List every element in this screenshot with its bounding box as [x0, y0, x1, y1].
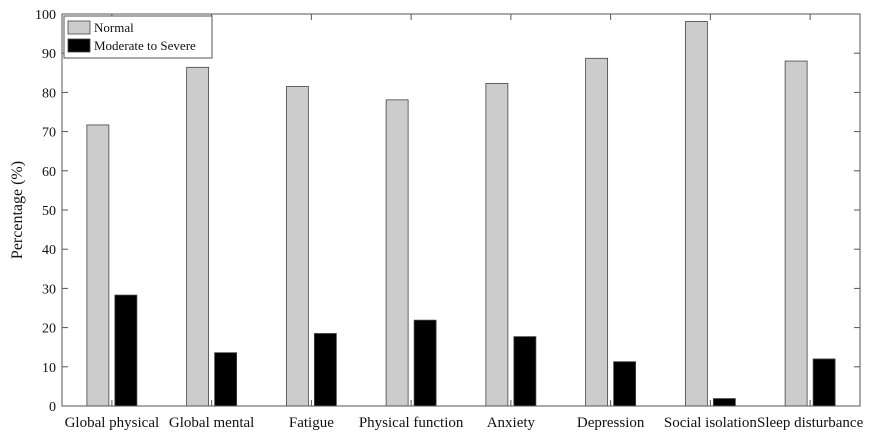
ticks-layer — [62, 13, 860, 407]
legend-swatch — [67, 20, 91, 35]
x-category-label: Social isolation — [664, 415, 757, 431]
x-category-label: Sleep disturbance — [757, 415, 864, 431]
y-tick-label: 70 — [42, 126, 56, 141]
bar-moderate-to-severe — [214, 352, 238, 407]
y-axis-title: Percentage (%) — [9, 161, 26, 259]
y-tick-label: 100 — [35, 8, 56, 23]
y-tick-label: 40 — [42, 243, 56, 258]
x-category-label: Global physical — [65, 415, 160, 431]
bar-moderate-to-severe — [712, 398, 736, 407]
labels-layer: 0 10 20 30 40 50 60 70 80 90 100 Global physical Glo… — [35, 8, 864, 431]
plot-frame — [61, 13, 861, 407]
bar-moderate-to-severe — [613, 361, 637, 407]
y-tick-label: 60 — [42, 165, 56, 180]
bar-normal — [784, 60, 808, 407]
x-category-label: Anxiety — [487, 415, 536, 431]
bar-moderate-to-severe — [313, 333, 337, 407]
bar-moderate-to-severe — [812, 358, 836, 407]
legend-label: Moderate to Severe — [94, 38, 196, 53]
x-category-label: Global mental — [169, 415, 254, 431]
y-tick-label: 90 — [42, 47, 56, 62]
bar-normal — [186, 66, 210, 407]
bar-moderate-to-severe — [114, 294, 138, 407]
bars-layer — [86, 21, 836, 407]
y-tick-label: 0 — [49, 400, 56, 415]
x-category-label: Fatigue — [289, 415, 334, 431]
bar-normal — [86, 124, 110, 407]
legend-swatch — [67, 38, 91, 53]
legend-label: Normal — [94, 20, 134, 35]
bar-normal — [585, 57, 609, 407]
y-tick-label: 30 — [42, 282, 56, 297]
bar-moderate-to-severe — [413, 319, 437, 407]
y-tick-label: 10 — [42, 361, 56, 376]
legend: Normal Moderate to Severe — [63, 15, 213, 59]
y-tick-label: 20 — [42, 322, 56, 337]
x-category-label: Physical function — [359, 415, 464, 431]
x-category-label: Depression — [577, 415, 645, 431]
y-tick-label: 80 — [42, 86, 56, 101]
bar-normal — [485, 82, 509, 407]
bar-moderate-to-severe — [513, 336, 537, 407]
bar-normal — [684, 21, 708, 407]
bar-normal — [285, 86, 309, 407]
legend-items: Normal Moderate to Severe — [67, 20, 196, 53]
y-tick-label: 50 — [42, 204, 56, 219]
bar-normal — [385, 99, 409, 407]
